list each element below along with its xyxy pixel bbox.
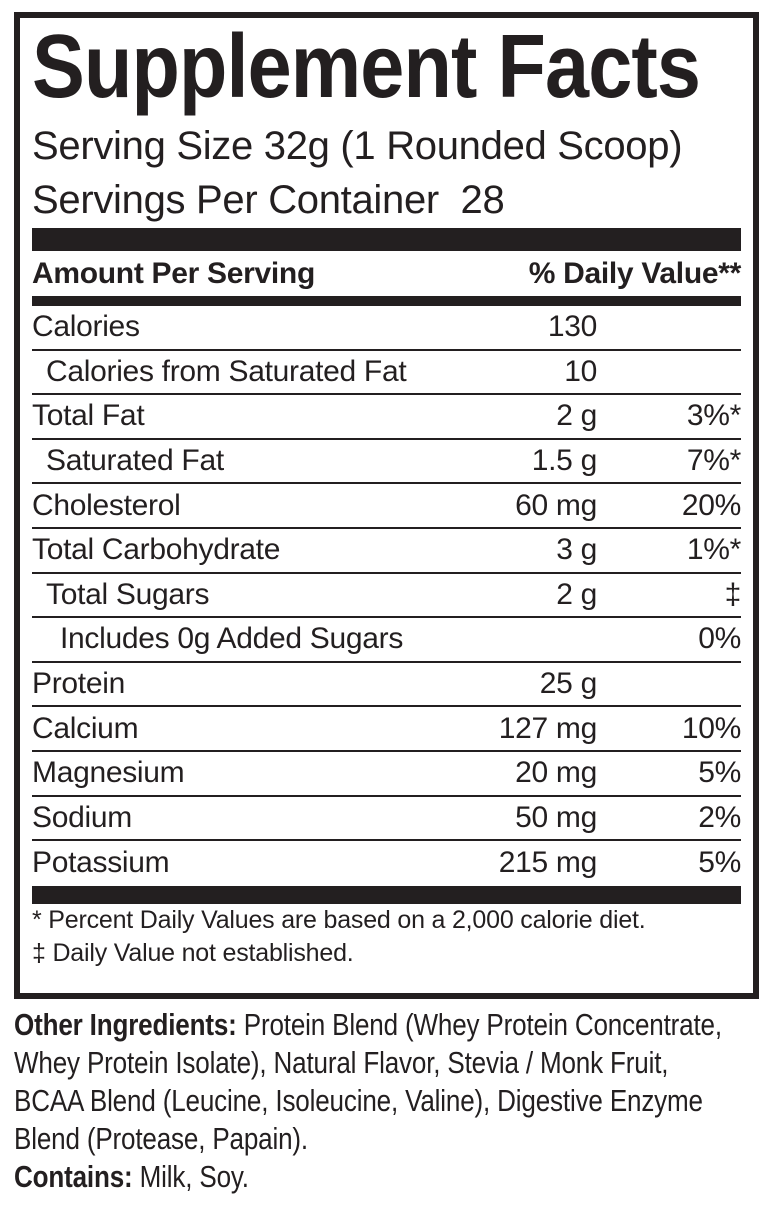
nutrient-row: Calories from Saturated Fat 10 (32, 351, 741, 396)
nutrient-name: Saturated Fat (46, 444, 224, 478)
nutrient-row: Saturated Fat 1.5 g 7%* (32, 440, 741, 485)
ingredients-line-1: Other Ingredients: Protein Blend (Whey P… (14, 1006, 722, 1044)
nutrient-name: Calories (32, 310, 140, 344)
nutrient-amount: 215 mg (498, 846, 598, 880)
nutrient-daily-value: ‡ (724, 577, 742, 611)
nutrient-daily-value: 10% (681, 711, 741, 745)
panel-title: Supplement Facts (32, 17, 701, 117)
nutrient-daily-value: 0% (698, 622, 741, 656)
nutrient-amount: 1.5 g (531, 444, 598, 478)
divider-thick-bottom (32, 885, 741, 904)
nutrient-daily-value: 7%* (686, 444, 741, 478)
nutrient-row: Calcium 127 mg 10% (32, 707, 741, 752)
ingredients-line-2: Whey Protein Isolate), Natural Flavor, S… (14, 1045, 669, 1080)
nutrient-name: Calcium (32, 711, 139, 745)
nutrient-name: Sodium (32, 800, 132, 834)
nutrient-row: Cholesterol 60 mg 20% (32, 484, 741, 529)
table-header-row: Amount Per Serving % Daily Value** (32, 251, 741, 296)
supplement-facts-panel: Supplement Facts Serving Size 32g (1 Rou… (14, 12, 759, 999)
nutrient-row: Total Sugars 2 g ‡ (32, 574, 741, 619)
nutrient-row: Calories 130 (32, 306, 741, 351)
nutrient-name: Magnesium (32, 756, 185, 790)
nutrient-name: Total Fat (32, 399, 145, 433)
nutrient-amount: 25 g (539, 667, 598, 701)
nutrient-name: Includes 0g Added Sugars (60, 622, 404, 656)
contains-text: Milk, Soy. (132, 1159, 249, 1194)
nutrient-amount: 50 mg (515, 800, 597, 834)
other-ingredients-heading: Other Ingredients: (14, 1007, 237, 1042)
ingredients-text-1: Protein Blend (Whey Protein Concentrate, (236, 1007, 722, 1042)
amount-per-serving-header: Amount Per Serving (32, 256, 315, 290)
nutrient-amount: 60 mg (515, 488, 597, 522)
nutrient-name: Protein (32, 667, 125, 701)
servings-per-container-text: Servings Per Container 28 (32, 178, 505, 222)
nutrient-row: Protein 25 g (32, 663, 741, 708)
nutrient-name: Total Sugars (46, 577, 210, 611)
other-ingredients-section: Other Ingredients: Protein Blend (Whey P… (14, 1006, 776, 1196)
nutrient-amount: 127 mg (498, 711, 598, 745)
nutrient-name: Cholesterol (32, 488, 181, 522)
nutrient-row: Potassium 215 mg 5% (32, 841, 741, 886)
nutrient-amount: 130 (547, 310, 597, 344)
nutrient-name: Potassium (32, 846, 170, 880)
nutrient-table: Calories 130 Calories from Saturated Fat… (32, 306, 741, 886)
nutrient-amount: 2 g (556, 399, 597, 433)
contains-line: Contains: Milk, Soy. (14, 1158, 654, 1196)
footnote-daily-values: * Percent Daily Values are based on a 2,… (32, 905, 646, 934)
ingredients-line-4: Blend (Protease, Papain). (14, 1121, 308, 1156)
nutrient-daily-value: 20% (681, 488, 741, 522)
nutrient-amount: 10 (564, 354, 597, 388)
daily-value-header: % Daily Value** (528, 256, 742, 290)
nutrient-daily-value: 3%* (686, 399, 741, 433)
nutrient-amount: 2 g (556, 577, 597, 611)
nutrient-name: Total Carbohydrate (32, 533, 281, 567)
nutrient-daily-value: 2% (698, 800, 741, 834)
nutrient-amount: 20 mg (515, 756, 597, 790)
nutrient-daily-value: 1%* (686, 533, 741, 567)
nutrient-daily-value: 5% (698, 756, 741, 790)
nutrient-row: Total Fat 2 g 3%* (32, 395, 741, 440)
divider-medium (32, 296, 741, 306)
footnote-dv-not-established: ‡ Daily Value not established. (32, 938, 354, 967)
divider-thick-top (32, 228, 741, 251)
nutrient-row: Magnesium 20 mg 5% (32, 752, 741, 797)
nutrient-daily-value: 5% (698, 846, 741, 880)
ingredients-line-3: BCAA Blend (Leucine, Isoleucine, Valine)… (14, 1083, 703, 1118)
nutrient-row: Sodium 50 mg 2% (32, 797, 741, 842)
nutrient-row: Total Carbohydrate 3 g 1%* (32, 529, 741, 574)
nutrient-row: Includes 0g Added Sugars 0% (32, 618, 741, 663)
contains-heading: Contains: (14, 1159, 133, 1194)
nutrient-amount: 3 g (556, 533, 597, 567)
nutrient-name: Calories from Saturated Fat (46, 354, 407, 388)
serving-size-text: Serving Size 32g (1 Rounded Scoop) (32, 124, 683, 168)
